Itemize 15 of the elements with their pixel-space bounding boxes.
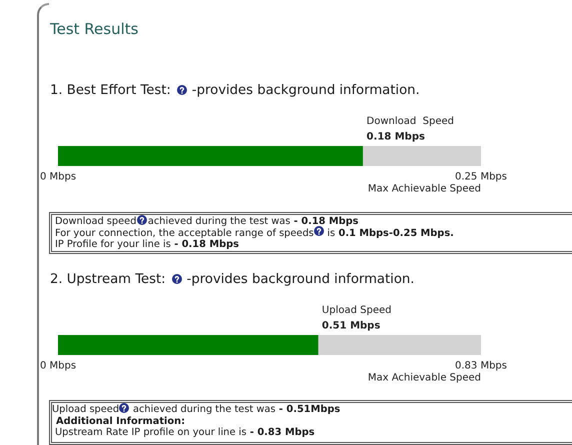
text: 1. Best Effort Test: -provides background information. <box>50 83 420 98</box>
x-tick-label: 0 Mbps <box>40 172 76 183</box>
data-label: 0.18 Mbps <box>366 132 425 143</box>
note-box: Download speed achieved during the test was - 0.18 Mbps For your connection, the acceptable range of speeds is 0.1 Mbps-0.25 Mbps. IP Profile for your line is - 0.18 Mbps <box>49 212 572 254</box>
x-axis-title: Max Achievable Speed <box>368 372 481 384</box>
x-tick-label: 0 Mbps <box>40 360 76 372</box>
data-label: 0.51 Mbps <box>322 320 380 332</box>
x-axis-title: Max Achievable Speed <box>368 184 481 195</box>
chart-title: Test Results <box>50 20 138 38</box>
y-tick-label: Upload Speed <box>322 305 392 316</box>
y-tick-label: Download Speed <box>366 116 454 128</box>
chart-title: 2. Upstream Test: -provides background information. <box>50 272 414 286</box>
x-tick-label: 0.25 Mbps <box>455 172 507 183</box>
x-tick-label: 0.83 Mbps <box>455 360 507 372</box>
note-box: Upload speed achieved during the test was - 0.51Mbps Additional Information: Upstream Rate IP profile on your line is - 0.83 Mbps <box>49 400 572 445</box>
